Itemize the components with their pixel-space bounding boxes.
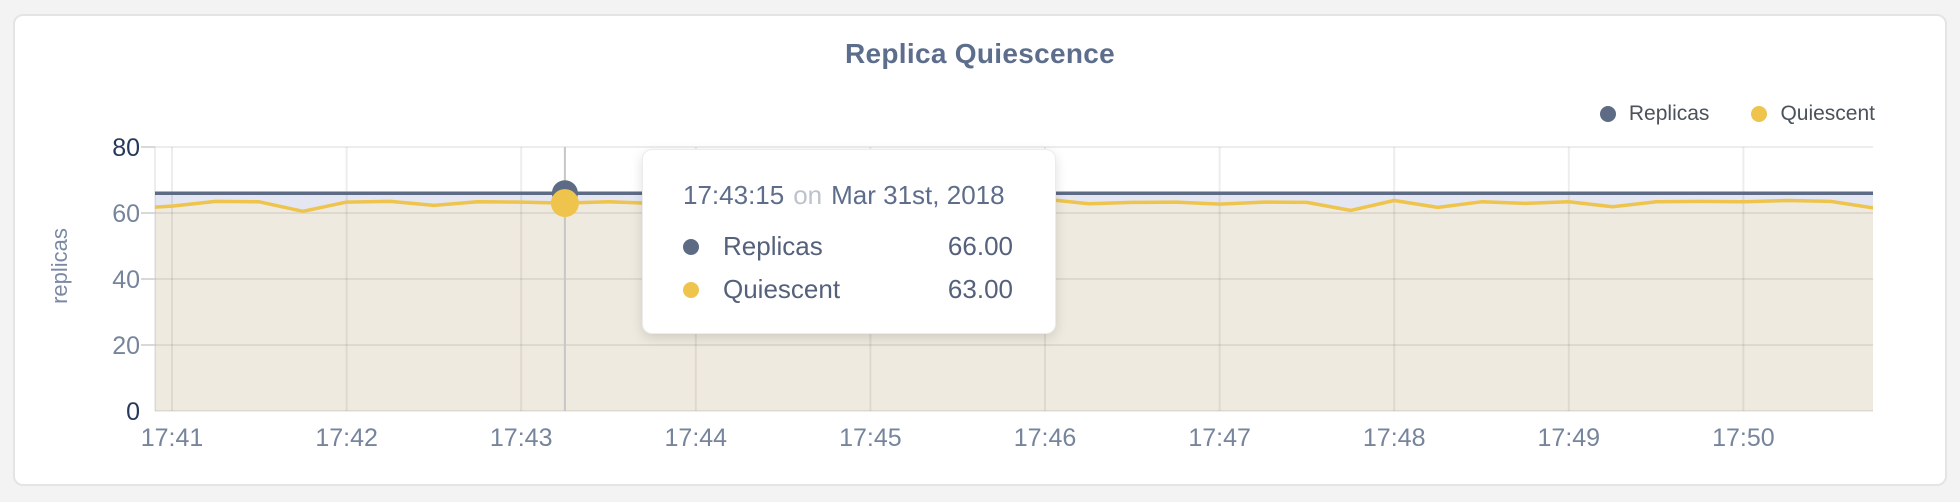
replicas-series-dot-icon xyxy=(683,238,699,255)
y-tick-label: 40 xyxy=(112,266,140,294)
chart-title: Replica Quiescence xyxy=(845,38,1115,69)
tooltip-title: 17:43:15 on Mar 31st, 2018 xyxy=(683,180,1013,211)
x-tick-label: 17:50 xyxy=(1712,424,1775,452)
y-tick-label: 80 xyxy=(112,134,140,162)
tooltip-row-value: 66.00 xyxy=(947,231,1013,261)
x-tick-label: 17:49 xyxy=(1538,424,1601,452)
tooltip-row-quiescent: Quiescent 63.00 xyxy=(683,268,1013,311)
y-tick-label: 60 xyxy=(112,200,140,228)
tooltip-date: Mar 31st, 2018 xyxy=(831,180,1005,210)
tooltip-row-value: 63.00 xyxy=(947,274,1013,304)
x-tick-label: 17:47 xyxy=(1188,424,1251,452)
tooltip-row-replicas: Replicas 66.00 xyxy=(683,225,1013,268)
tooltip-row-label: Quiescent xyxy=(723,274,841,304)
x-tick-label: 17:43 xyxy=(490,424,553,452)
quiescent-series-dot-icon xyxy=(1751,106,1768,122)
legend-item-quiescent[interactable]: Quiescent xyxy=(1751,102,1875,126)
replicas-series-dot-icon xyxy=(1599,106,1616,122)
x-tick-label: 17:45 xyxy=(839,424,902,452)
quiescent-series-dot-icon xyxy=(683,281,699,298)
legend: Replicas Quiescent xyxy=(1599,102,1875,126)
x-tick-label: 17:41 xyxy=(141,424,204,452)
x-tick-label: 17:48 xyxy=(1363,424,1426,452)
x-tick-label: 17:46 xyxy=(1014,424,1077,452)
chart-tooltip: 17:43:15 on Mar 31st, 2018 Replicas 66.00 … xyxy=(642,149,1056,334)
y-axis-label: replicas xyxy=(47,228,72,304)
legend-label-quiescent: Quiescent xyxy=(1780,102,1875,125)
legend-item-replicas[interactable]: Replicas xyxy=(1599,102,1710,126)
tooltip-connector: on xyxy=(793,180,823,210)
tooltip-row-label: Replicas xyxy=(723,231,823,261)
quiescent-hover-point[interactable] xyxy=(550,189,579,218)
x-tick-label: 17:42 xyxy=(315,424,378,452)
y-tick-label: 20 xyxy=(112,332,140,360)
y-tick-label: 0 xyxy=(126,398,140,426)
tooltip-time: 17:43:15 xyxy=(683,180,785,210)
legend-label-replicas: Replicas xyxy=(1628,102,1710,125)
x-tick-label: 17:44 xyxy=(665,424,728,452)
